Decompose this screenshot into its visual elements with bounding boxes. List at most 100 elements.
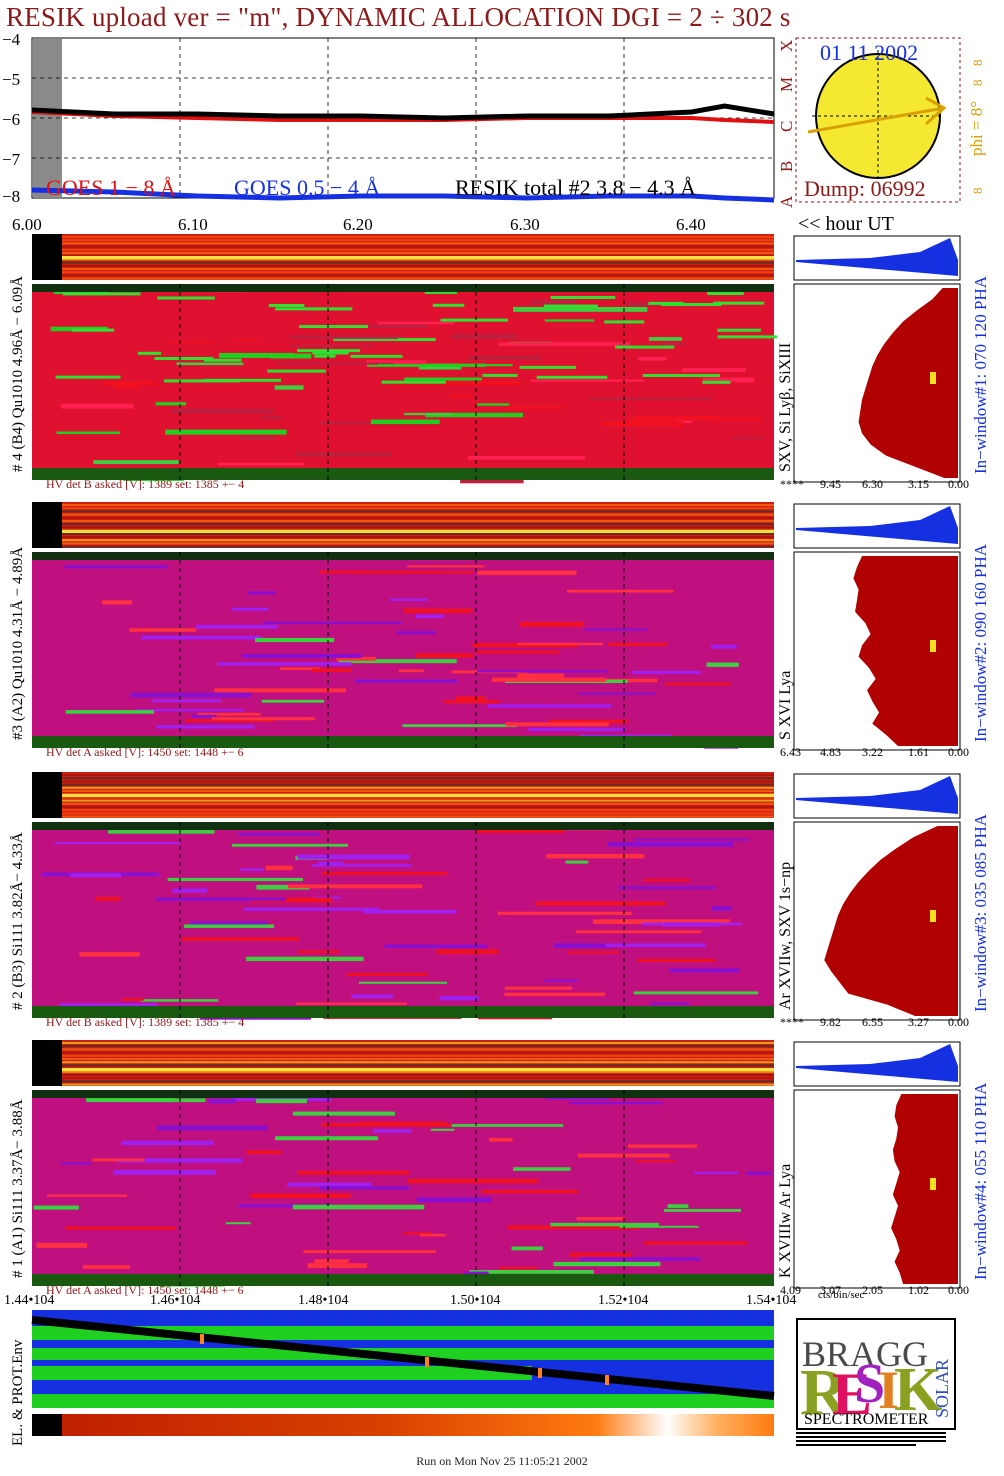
histogram-area (891, 1094, 958, 1284)
heatmap-streak (240, 868, 265, 871)
heatmap-streak (504, 679, 628, 683)
heatmap-streak (549, 719, 629, 724)
spectrum-line (62, 268, 774, 270)
spectrum-line (62, 1042, 774, 1044)
heatmap-streak (240, 1094, 321, 1097)
heatmap-streak (377, 321, 455, 325)
heatmap-streak (65, 1226, 177, 1230)
heatmap-streak (536, 375, 608, 379)
heatmap-streak (242, 653, 362, 658)
heatmap-streak (55, 375, 121, 379)
histogram-tick-label: 3.15 (908, 477, 929, 491)
heatmap-streak (553, 1261, 661, 1267)
heatmap-streak (576, 738, 616, 742)
heatmap-streak (635, 1160, 676, 1163)
heatmap-streak (425, 412, 523, 418)
pha-tick-label: 1.48•104 (298, 1293, 348, 1308)
heatmap-edge (32, 822, 774, 830)
spectrum-line (62, 796, 774, 799)
logo-resik: S (854, 1353, 885, 1415)
spectrum-strip (32, 772, 774, 818)
spectrum-line (62, 1064, 774, 1067)
heatmap-edge (32, 284, 774, 292)
heatmap-streak (340, 288, 472, 293)
heatmap-streak (467, 455, 585, 460)
spectrum-bright-line (62, 1068, 774, 1071)
heatmap-streak (588, 678, 658, 683)
heatmap-streak (261, 699, 325, 703)
heatmap-streak (454, 696, 487, 702)
heatmap-streak (378, 364, 513, 367)
histogram-frame (793, 1089, 961, 1289)
heatmap-streak (292, 1111, 395, 1116)
heatmap-streak (402, 1232, 432, 1235)
pha-tick-label: 1.44•104 (4, 1293, 54, 1308)
heatmap-streak (307, 1263, 367, 1269)
spectrum-line (62, 1061, 774, 1064)
heatmap-streak (60, 741, 126, 746)
run-timestamp: Run on Mon Nov 25 11:05:21 2002 (416, 1454, 588, 1468)
page-title: RESIK upload ver = "m", DYNAMIC ALLOCATI… (6, 2, 791, 32)
heatmap-streak (312, 351, 349, 355)
spectrum-strip (32, 1040, 774, 1086)
heatmap-streak (517, 642, 604, 646)
heatmap-streak (402, 608, 473, 614)
logo-resik: R (800, 1356, 849, 1429)
spectrum-line (62, 239, 774, 242)
heatmap-streak (185, 719, 274, 722)
heatmap-streak (238, 1204, 331, 1208)
heatmap-streak (475, 829, 565, 834)
heatmap-streak (584, 1012, 607, 1015)
heatmap-streak (170, 408, 274, 414)
heatmap-streak (276, 362, 394, 365)
ytick-label: −8 (2, 187, 20, 206)
spectrum-line (62, 780, 774, 783)
heatmap-streak (590, 397, 711, 401)
env-marker (538, 1368, 542, 1378)
spectrum-strip (32, 234, 774, 280)
heatmap-streak (250, 1193, 351, 1199)
heatmap-streak (730, 436, 766, 440)
heatmap-streak (746, 1171, 772, 1176)
heatmap-streak (711, 906, 733, 911)
phi-mark: 8 (970, 80, 985, 87)
histogram-marker (930, 640, 936, 652)
heatmap-streak (662, 922, 720, 927)
spectrum-line (62, 536, 774, 538)
histogram-tick-label: 1.61 (908, 745, 929, 759)
heatmap-streak (140, 999, 219, 1002)
heatmap-streak (444, 1093, 502, 1097)
heatmap-streak (262, 621, 403, 625)
pha-tick-label: 1.50•104 (450, 1293, 500, 1308)
detector-label: # 1 (A1) Si111 3.37Å− 3.88Å (10, 1099, 26, 1278)
heatmap-streak (608, 842, 734, 847)
heatmap-streak (251, 897, 333, 903)
heatmap-streak (619, 1225, 699, 1228)
heatmap-streak (208, 1098, 236, 1104)
heatmap-background (32, 1090, 774, 1286)
heatmap-streak (93, 460, 179, 465)
heatmap-streak (124, 1098, 206, 1103)
heatmap-streak (443, 700, 500, 704)
heatmap-streak (667, 1204, 689, 1208)
heatmap-streak (545, 1096, 610, 1100)
heatmap-streak (407, 565, 485, 568)
histogram-marker (930, 1178, 936, 1190)
heatmap-streak (530, 300, 577, 305)
spectrum-line (62, 1067, 774, 1070)
sun-disk-panel: 01 11 2002 Dump: 06992 phi = 8° 8 8 8 (795, 37, 986, 203)
heatmap-streak (36, 1242, 87, 1248)
heatmap-streak (130, 692, 252, 698)
heatmap-streak (117, 1158, 243, 1163)
heatmap-streak (477, 570, 577, 575)
heatmap-streak (103, 284, 174, 288)
observation-date: 01 11 2002 (820, 40, 918, 65)
logo-fineprint (796, 1432, 946, 1446)
heatmap-streak (165, 429, 287, 435)
heatmap-streak (231, 1096, 332, 1102)
line-id-label: SXV, Si Lyβ, SiXIII (777, 343, 794, 472)
heatmap-streak (543, 304, 598, 308)
goes-class-label: C (777, 121, 796, 132)
spectrum-line (62, 271, 774, 274)
heatmap-streak (578, 692, 656, 695)
